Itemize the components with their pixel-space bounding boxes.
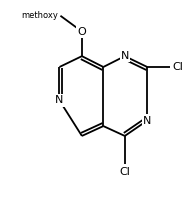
Text: N: N xyxy=(55,96,64,105)
Text: N: N xyxy=(143,116,151,125)
Text: Cl: Cl xyxy=(173,62,183,72)
Text: O: O xyxy=(78,27,86,36)
Text: methoxy: methoxy xyxy=(22,11,58,20)
Text: Cl: Cl xyxy=(119,167,130,177)
Text: N: N xyxy=(121,51,129,61)
